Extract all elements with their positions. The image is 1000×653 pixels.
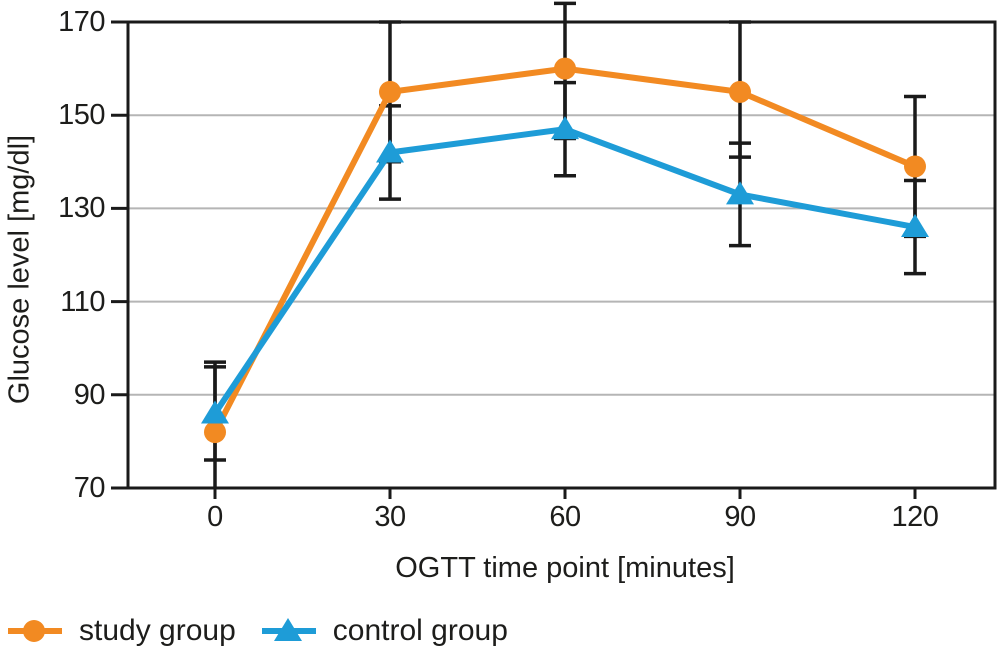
study-group-marker-icon (8, 620, 62, 642)
data-point-marker (379, 80, 401, 103)
y-tick-label: 130 (58, 192, 105, 224)
y-tick-label: 70 (73, 472, 106, 504)
y-tick-label: 150 (58, 99, 105, 131)
y-tick-label: 90 (73, 379, 106, 411)
x-tick-label: 90 (724, 501, 756, 533)
x-tick-label: 120 (891, 501, 939, 533)
data-point-marker (729, 80, 751, 103)
legend-item-control-group: control group (260, 614, 508, 648)
data-point-marker (901, 214, 929, 238)
data-point-marker (376, 139, 404, 163)
x-axis-label: OGTT time point [minutes] (395, 552, 735, 584)
data-point-marker (554, 57, 576, 80)
legend-item-study-group: study group (6, 614, 236, 648)
x-tick-label: 60 (549, 501, 581, 533)
legend: study group control group (6, 613, 508, 649)
legend-label-study-group: study group (79, 614, 236, 647)
data-point-marker (726, 181, 754, 205)
data-point-marker (204, 421, 226, 444)
data-point-marker (201, 400, 229, 424)
x-tick-label: 0 (207, 501, 223, 533)
control-group-marker-icon (261, 618, 316, 641)
y-tick-label: 110 (60, 286, 105, 318)
y-tick-label: 170 (58, 6, 105, 38)
y-axis-label: Glucose level [mg/dl] (3, 134, 36, 405)
plot-frame (126, 20, 997, 490)
x-tick-label: 30 (374, 501, 406, 533)
data-point-marker (904, 155, 926, 178)
legend-label-control-group: control group (332, 614, 508, 647)
data-point-marker (551, 116, 579, 140)
